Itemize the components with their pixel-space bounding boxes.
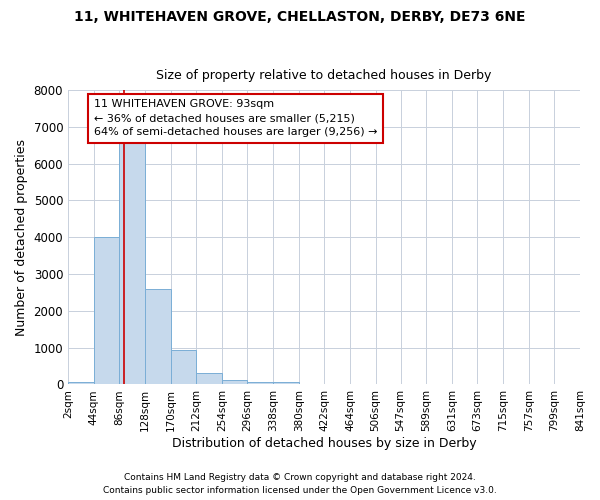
Bar xyxy=(247,382,273,384)
Text: Contains HM Land Registry data © Crown copyright and database right 2024.
Contai: Contains HM Land Registry data © Crown c… xyxy=(103,474,497,495)
Y-axis label: Number of detached properties: Number of detached properties xyxy=(15,139,28,336)
X-axis label: Distribution of detached houses by size in Derby: Distribution of detached houses by size … xyxy=(172,437,476,450)
Text: 11, WHITEHAVEN GROVE, CHELLASTON, DERBY, DE73 6NE: 11, WHITEHAVEN GROVE, CHELLASTON, DERBY,… xyxy=(74,10,526,24)
Bar xyxy=(196,372,222,384)
Bar xyxy=(273,382,299,384)
Text: 11 WHITEHAVEN GROVE: 93sqm
← 36% of detached houses are smaller (5,215)
64% of s: 11 WHITEHAVEN GROVE: 93sqm ← 36% of deta… xyxy=(94,100,377,138)
Bar xyxy=(222,380,247,384)
Bar xyxy=(145,289,170,384)
Bar xyxy=(68,382,94,384)
Bar xyxy=(94,238,119,384)
Title: Size of property relative to detached houses in Derby: Size of property relative to detached ho… xyxy=(157,69,492,82)
Bar xyxy=(170,350,196,384)
Bar xyxy=(119,142,145,384)
